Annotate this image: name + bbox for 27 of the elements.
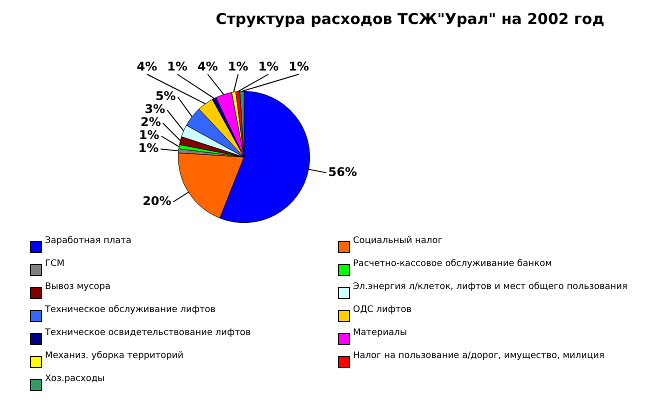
legend-label: ГСМ <box>45 259 65 269</box>
data-label: 1% <box>258 59 279 74</box>
legend-label: Техническое обслуживание лифтов <box>45 305 216 315</box>
data-label: 1% <box>138 128 160 142</box>
legend-label: Материалы <box>353 328 407 338</box>
data-label: 20% <box>142 194 172 208</box>
chart-title: Структура расходов ТСЖ"Урал" на 2002 год <box>216 10 604 28</box>
legend-label: Расчетно-кассовое обслуживание банком <box>353 259 552 269</box>
legend-label: Социальный налог <box>353 236 442 246</box>
legend-label: Эл.энергия л/клеток, лифтов и мест общего пользования <box>353 282 628 292</box>
data-label: 2% <box>140 115 161 130</box>
legend-label: Налог на пользование а/дорог, имущество, милиция <box>353 351 604 361</box>
data-label: 1% <box>138 141 159 156</box>
legend-label: Механиз. уборка территорий <box>45 351 184 361</box>
legend-label: Заработная плата <box>45 236 132 246</box>
legend-label: ОДС лифтов <box>353 305 412 315</box>
data-label: 56% <box>328 164 357 179</box>
legend-label: Техническое освидетельствование лифтов <box>45 328 251 338</box>
legend-label: Вывоз мусора <box>45 282 111 292</box>
data-label: 4% <box>136 59 158 74</box>
data-label: 4% <box>197 59 218 74</box>
data-label: 5% <box>155 89 176 104</box>
data-label: 1% <box>167 59 188 74</box>
data-label: 1% <box>228 59 248 74</box>
legend-label: Хоз.расходы <box>45 374 105 384</box>
data-label: 3% <box>144 102 166 116</box>
data-label: 1% <box>288 59 309 74</box>
